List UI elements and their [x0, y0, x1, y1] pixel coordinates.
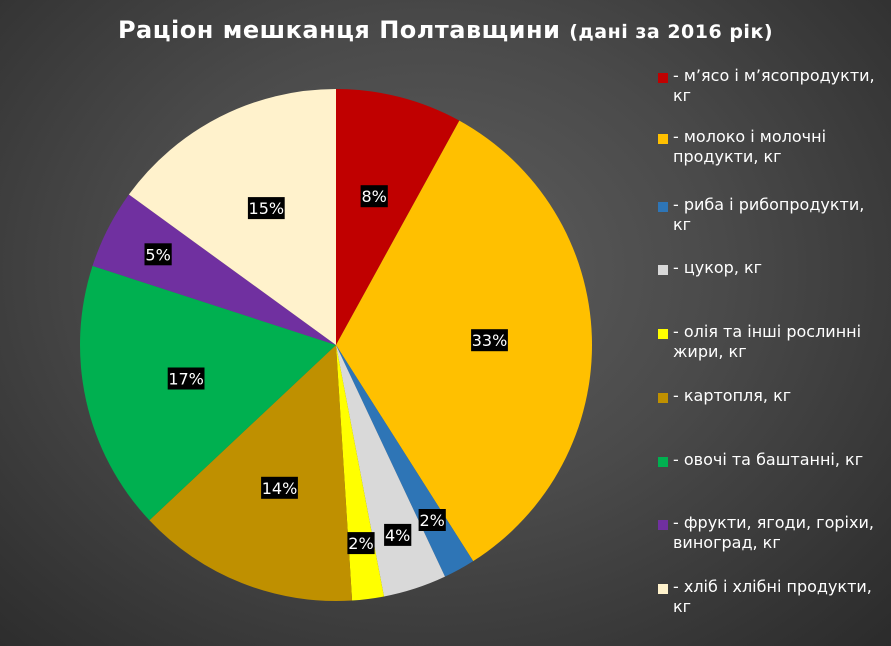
pie-label-1: 33% — [471, 329, 508, 352]
svg-text:17%: 17% — [168, 370, 204, 389]
legend-label-0: - м’ясо і м’ясопродукти, кг — [673, 66, 875, 105]
pie-slice-5 — [149, 345, 353, 601]
legend-swatch-6 — [658, 457, 668, 467]
legend-item-3: - цукор, кг — [655, 258, 885, 278]
pie-slice-6 — [79, 265, 337, 521]
legend-swatch-7 — [658, 520, 668, 530]
legend-label-8: - хліб і хлібні продукти, кг — [673, 577, 872, 616]
legend-label-6: - овочі та баштанні, кг — [673, 450, 864, 469]
legend-label-1: - молоко і молочні продукти, кг — [673, 127, 827, 166]
svg-text:33%: 33% — [472, 331, 508, 350]
legend-label-7: - фрукти, ягоди, горіхи, виноград, кг — [673, 513, 874, 552]
svg-text:8%: 8% — [362, 187, 387, 206]
svg-text:2%: 2% — [420, 511, 445, 530]
legend-item-8: - хліб і хлібні продукти, кг — [655, 577, 885, 617]
legend-label-2: - риба і рибопродукти, кг — [673, 195, 865, 234]
legend-item-6: - овочі та баштанні, кг — [655, 450, 885, 470]
chart-subtitle: (дані за 2016 рік) — [569, 21, 774, 43]
chart-title-main: Раціон мешканця Полтавщини — [117, 16, 561, 44]
legend-item-2: - риба і рибопродукти, кг — [655, 195, 885, 235]
legend-swatch-4 — [658, 329, 668, 339]
svg-text:14%: 14% — [262, 479, 298, 498]
legend-swatch-8 — [658, 584, 668, 594]
pie-slice-1 — [336, 120, 592, 562]
pie-label-7: 5% — [144, 243, 172, 266]
legend-label-5: - картопля, кг — [673, 386, 792, 405]
legend-swatch-2 — [658, 202, 668, 212]
legend-label-3: - цукор, кг — [673, 258, 763, 277]
pie-label-0: 8% — [360, 185, 388, 208]
pie-label-4: 2% — [347, 532, 375, 555]
pie-slice-0 — [336, 89, 460, 345]
legend-item-7: - фрукти, ягоди, горіхи, виноград, кг — [655, 513, 885, 553]
pie-label-6: 17% — [167, 367, 205, 390]
svg-text:5%: 5% — [145, 245, 170, 264]
legend-swatch-0 — [658, 73, 668, 83]
svg-text:4%: 4% — [385, 526, 410, 545]
legend-item-5: - картопля, кг — [655, 386, 885, 406]
pie-label-3: 4% — [384, 523, 412, 546]
pie-slice-8 — [128, 89, 336, 345]
pie-label-2: 2% — [418, 509, 446, 531]
legend-swatch-5 — [658, 393, 668, 403]
pie-slices — [79, 89, 592, 601]
legend-swatch-1 — [658, 134, 668, 144]
chart-title: Раціон мешканця Полтавщини (дані за 2016… — [0, 16, 891, 44]
legend-item-0: - м’ясо і м’ясопродукти, кг — [655, 66, 885, 106]
pie-label-5: 14% — [261, 476, 298, 499]
legend-label-4: - олія та інші рослинні жири, кг — [673, 322, 862, 361]
legend-swatch-3 — [658, 265, 668, 275]
pie-data-labels: 8% 33% 2% 4% 2% 14% 17% 5% 15% — [144, 185, 508, 555]
legend-item-1: - молоко і молочні продукти, кг — [655, 127, 885, 167]
svg-text:2%: 2% — [348, 534, 373, 553]
svg-text:15%: 15% — [249, 199, 285, 218]
legend-item-4: - олія та інші рослинні жири, кг — [655, 322, 885, 362]
pie-label-8: 15% — [247, 197, 285, 220]
pie-slice-3 — [336, 345, 445, 597]
pie-slice-7 — [92, 194, 336, 345]
